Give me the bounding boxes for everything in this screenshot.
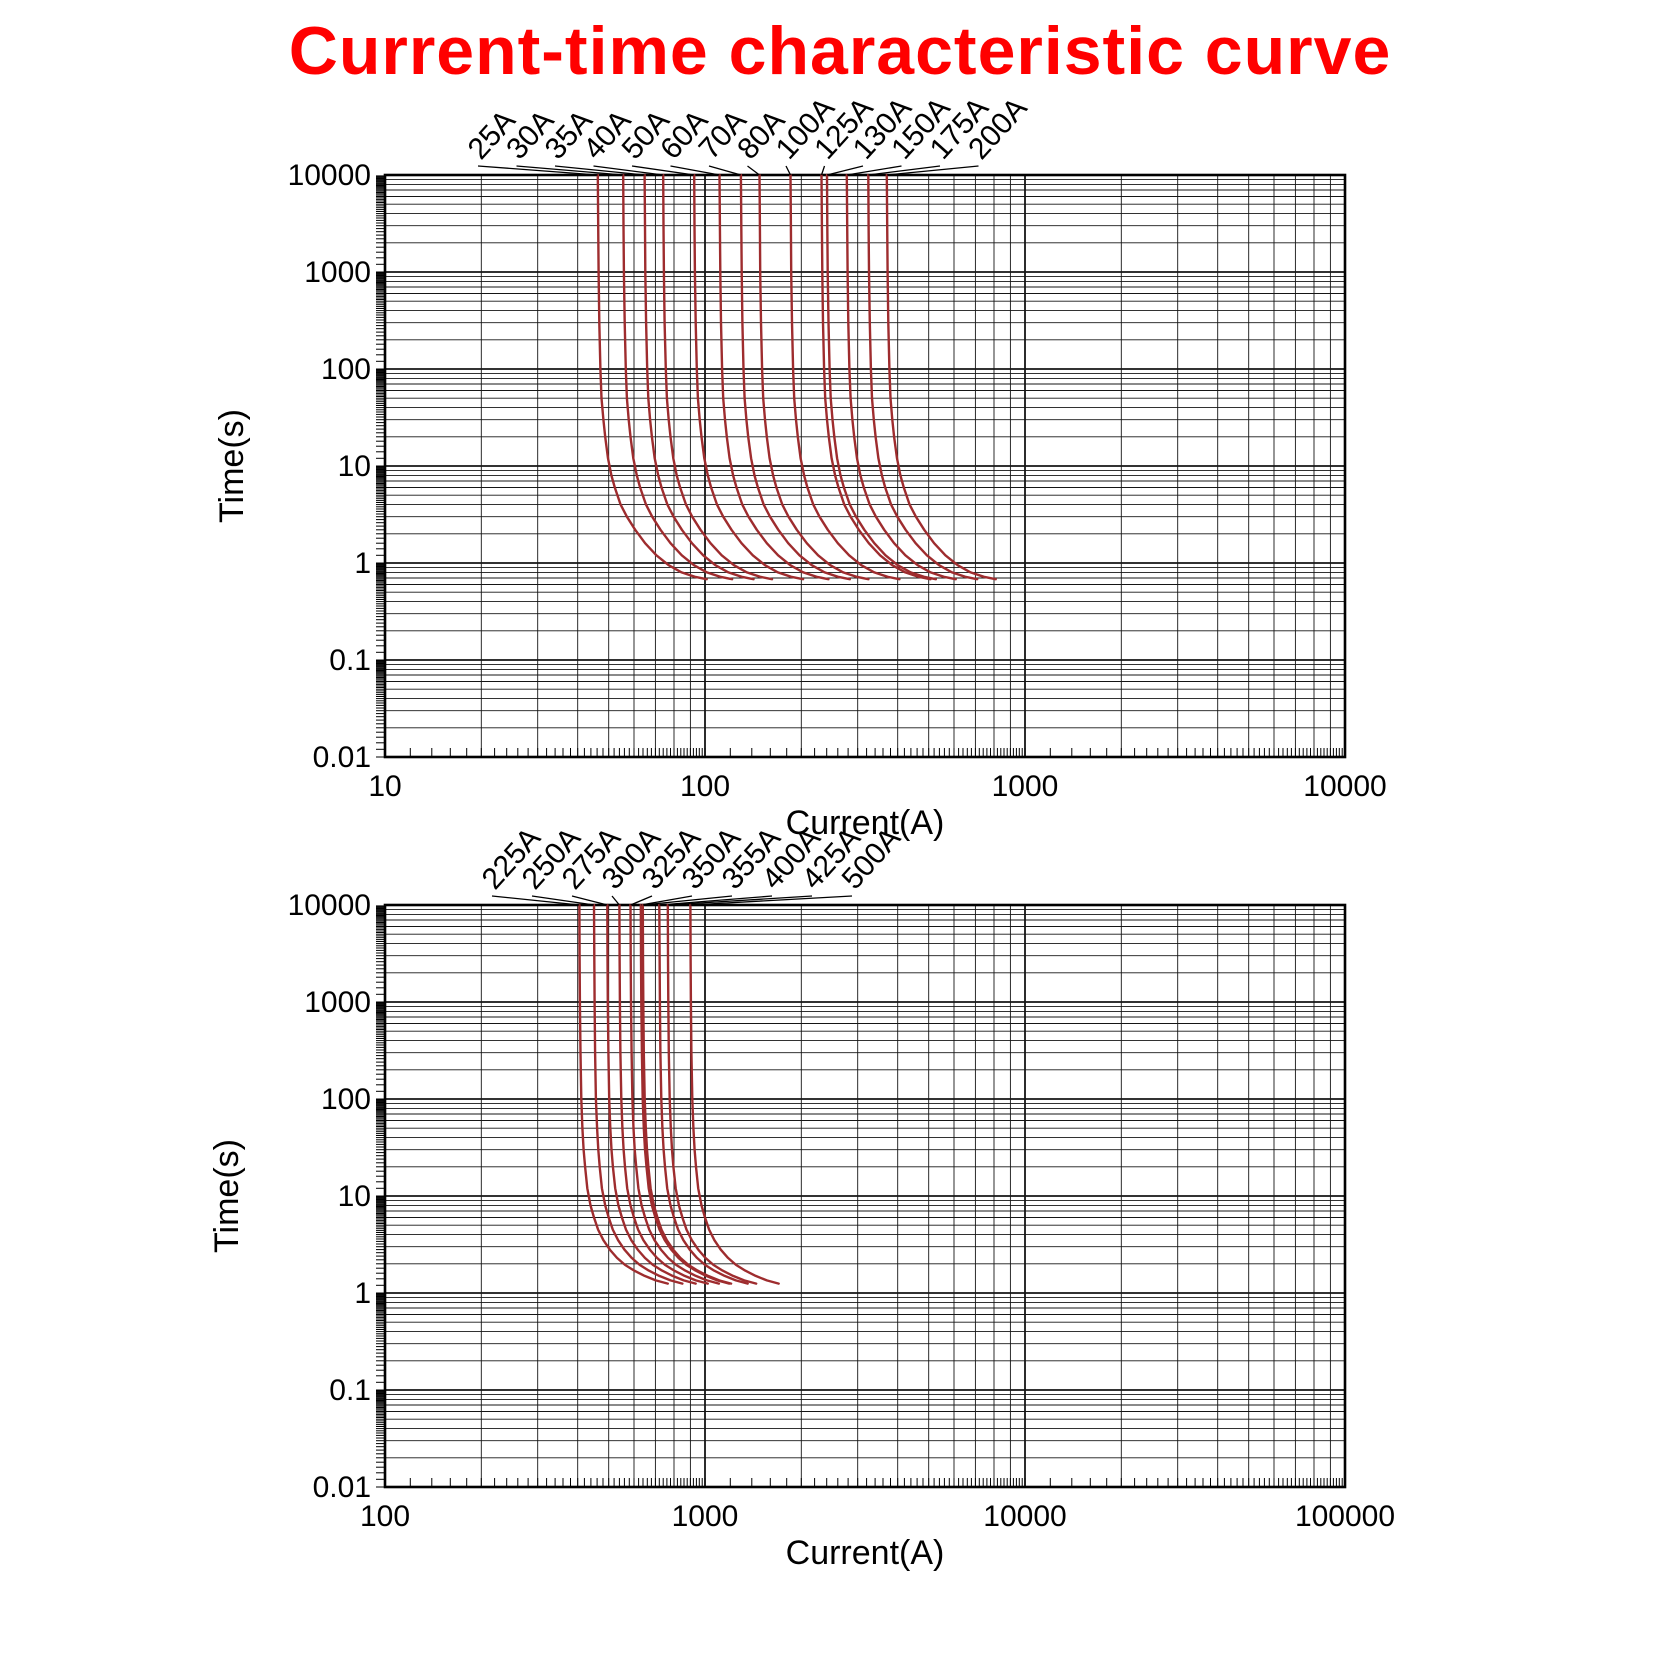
- chart-low-ratings: 10 100 1000 10000 10000 1000 100 10 1 0.1 0.01 Curr…: [213, 92, 1387, 842]
- curve-355A: [641, 903, 733, 1285]
- label-leader-line: [868, 165, 941, 176]
- axis-tick-labels: 100 1000 10000 100000 10000 1000 100 10 1 0.1 0.01: [288, 889, 1395, 1533]
- label-leader-line: [630, 895, 653, 906]
- y-tick-label: 0.01: [313, 741, 371, 774]
- x-tick-label: 1000: [672, 1500, 739, 1533]
- curve-425A: [666, 903, 758, 1285]
- y-tick-label: 1000: [304, 986, 371, 1019]
- label-leader-line: [886, 165, 979, 176]
- label-leader-line: [571, 895, 608, 906]
- curve-150A: [845, 173, 957, 581]
- label-leader-line: [477, 165, 598, 176]
- plot-border: [383, 173, 1347, 759]
- curve-500A: [689, 903, 780, 1285]
- label-leader-line: [785, 165, 792, 176]
- label-leader-line: [708, 165, 742, 176]
- grid: [384, 175, 1345, 758]
- x-tick-label: 10000: [1303, 770, 1386, 803]
- y-axis-title: Time(s): [208, 1139, 246, 1253]
- x-tick-label: 1000: [992, 770, 1059, 803]
- curve-40A: [662, 173, 774, 581]
- y-tick-label: 100: [321, 1083, 371, 1116]
- curve-275A: [606, 903, 697, 1285]
- x-axis-title: Current(A): [786, 804, 945, 842]
- curve-225A: [578, 903, 669, 1285]
- label-leader-line: [820, 165, 826, 176]
- label-leader-line: [531, 895, 595, 906]
- label-leader-line: [516, 165, 624, 176]
- curve-250A: [592, 903, 684, 1285]
- curve-130A: [825, 173, 937, 581]
- curve-30A: [622, 173, 734, 581]
- x-tick-label: 100000: [1295, 1500, 1395, 1533]
- x-tick-label: 100: [680, 770, 730, 803]
- curve-50A: [693, 173, 805, 581]
- curve-70A: [739, 173, 851, 581]
- label-leader-line: [611, 895, 620, 906]
- label-leader-line: [631, 165, 695, 176]
- label-leader-line: [846, 165, 902, 176]
- y-tick-label: 1: [354, 547, 371, 580]
- x-axis-title: Current(A): [786, 1534, 945, 1572]
- x-tick-label: 10: [368, 770, 401, 803]
- y-tick-label: 10000: [288, 159, 371, 192]
- y-tick-label: 0.01: [313, 1471, 371, 1504]
- curve-35A: [643, 173, 755, 581]
- label-leader-line: [642, 895, 733, 906]
- plot-border: [383, 903, 1347, 1489]
- curve-325A: [629, 903, 721, 1285]
- y-tick-label: 10000: [288, 889, 371, 922]
- y-tick-label: 0.1: [329, 644, 371, 677]
- chart-high-ratings: 100 1000 10000 100000 10000 1000 100 10 1 0.1 0.01…: [208, 822, 1395, 1572]
- y-tick-label: 1: [354, 1277, 371, 1310]
- y-tick-label: 0.1: [329, 1374, 371, 1407]
- label-leader-line: [554, 165, 645, 176]
- curve-300A: [618, 903, 709, 1285]
- y-tick-label: 10: [338, 450, 371, 483]
- curve-200A: [885, 173, 997, 581]
- label-leader-line: [491, 895, 580, 906]
- label-leader-line: [640, 895, 693, 906]
- label-leader-line: [690, 895, 853, 906]
- grid: [384, 905, 1345, 1488]
- curves: 25A30A35A40A50A60A70A80A100A125A130A150A…: [462, 92, 1034, 581]
- y-tick-label: 1000: [304, 256, 371, 289]
- curve-25A: [596, 173, 708, 581]
- label-leader-line: [659, 895, 773, 906]
- curve-175A: [867, 173, 979, 581]
- y-tick-label: 100: [321, 353, 371, 386]
- curve-400A: [658, 903, 749, 1285]
- curve-80A: [758, 173, 870, 581]
- curve-125A: [820, 173, 932, 581]
- x-tick-label: 10000: [983, 1500, 1066, 1533]
- axis-tick-labels: 10 100 1000 10000 10000 1000 100 10 1 0.1 0.01: [288, 159, 1387, 803]
- label-leader-line: [667, 895, 813, 906]
- y-axis-title: Time(s): [213, 409, 251, 523]
- label-leader-line: [593, 165, 664, 176]
- page-title: Current-time characteristic curve: [288, 13, 1392, 89]
- curve-60A: [718, 173, 830, 581]
- y-tick-label: 10: [338, 1180, 371, 1213]
- label-leader-line: [670, 165, 720, 176]
- label-leader-line: [826, 165, 864, 176]
- minor-ticks: [376, 175, 1343, 758]
- curve-100A: [789, 173, 901, 581]
- x-tick-label: 100: [360, 1500, 410, 1533]
- label-leader-line: [747, 165, 760, 176]
